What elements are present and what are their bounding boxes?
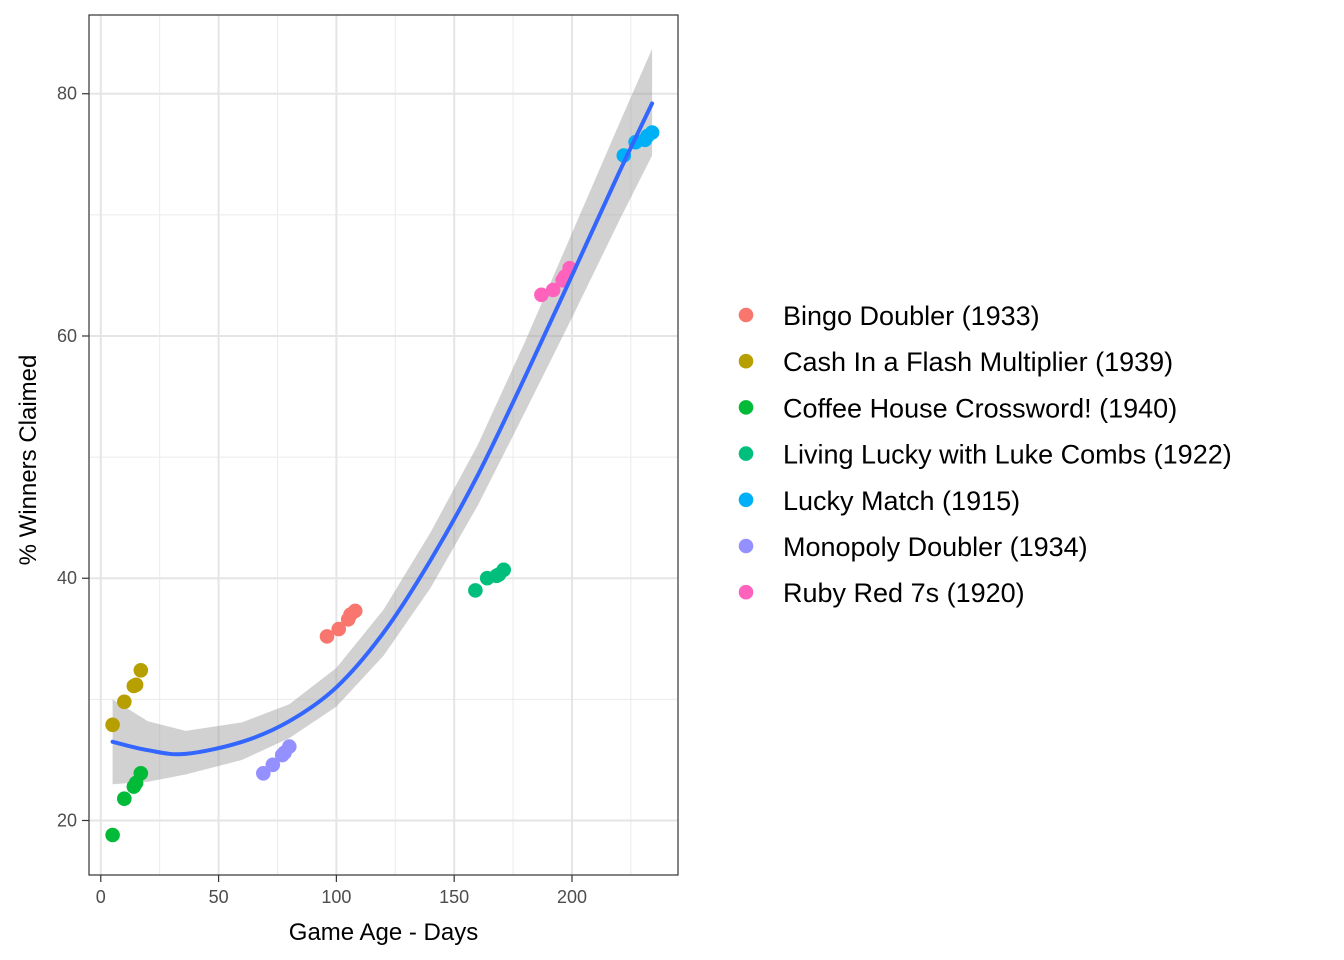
legend-key [738, 538, 754, 554]
legend-key [738, 446, 754, 461]
legend-label: Ruby Red 7s (1920) [783, 578, 1025, 608]
data-point [133, 766, 149, 781]
smooth-line-layer [110, 101, 655, 757]
data-point [128, 677, 144, 693]
data-point [117, 791, 132, 806]
panel-border [88, 14, 679, 876]
legend-label: Monopoly Doubler (1934) [783, 532, 1088, 562]
points-layer [105, 125, 660, 843]
legend-key [738, 492, 754, 508]
x-tick-label: 200 [557, 887, 587, 907]
y-axis-title: % Winners Claimed [15, 355, 42, 566]
legend-key [738, 400, 754, 415]
legend-key [738, 584, 754, 600]
axis-layer: 0 50 100 150 200 20 40 60 80 [57, 84, 587, 907]
y-tick-label: 80 [57, 84, 77, 104]
legend: Bingo Doubler (1933) Cash In a Flash Mult… [738, 301, 1232, 608]
data-point [347, 603, 363, 619]
legend-key [738, 307, 754, 323]
grid-layer [89, 15, 678, 875]
y-tick-label: 20 [57, 810, 77, 830]
x-tick-label: 100 [321, 887, 351, 907]
data-point [319, 629, 335, 644]
data-point [534, 287, 549, 303]
legend-label: Living Lucky with Luke Combs (1922) [783, 440, 1232, 470]
data-point [255, 766, 271, 781]
legend-label: Bingo Doubler (1933) [783, 301, 1040, 331]
legend-label: Cash In a Flash Multiplier (1939) [783, 347, 1173, 377]
y-tick-label: 40 [57, 568, 77, 588]
data-point [105, 827, 120, 843]
data-point [282, 739, 297, 754]
data-point [331, 621, 347, 637]
x-tick-label: 50 [209, 887, 229, 907]
data-point [117, 694, 132, 710]
legend-label: Lucky Match (1915) [783, 486, 1020, 516]
data-point [265, 757, 281, 773]
data-point [468, 583, 483, 598]
y-tick-label: 60 [57, 326, 77, 346]
data-point [545, 282, 561, 298]
x-tick-label: 0 [96, 887, 106, 907]
legend-key [738, 353, 754, 369]
x-axis-title: Game Age - Days [289, 919, 478, 946]
data-point [644, 125, 660, 140]
x-tick-label: 150 [439, 887, 469, 907]
legend-label: Coffee House Crossword! (1940) [783, 393, 1177, 423]
smooth-trend-line [110, 101, 655, 757]
data-point [496, 562, 512, 578]
data-point [105, 717, 120, 733]
data-point [133, 663, 149, 678]
